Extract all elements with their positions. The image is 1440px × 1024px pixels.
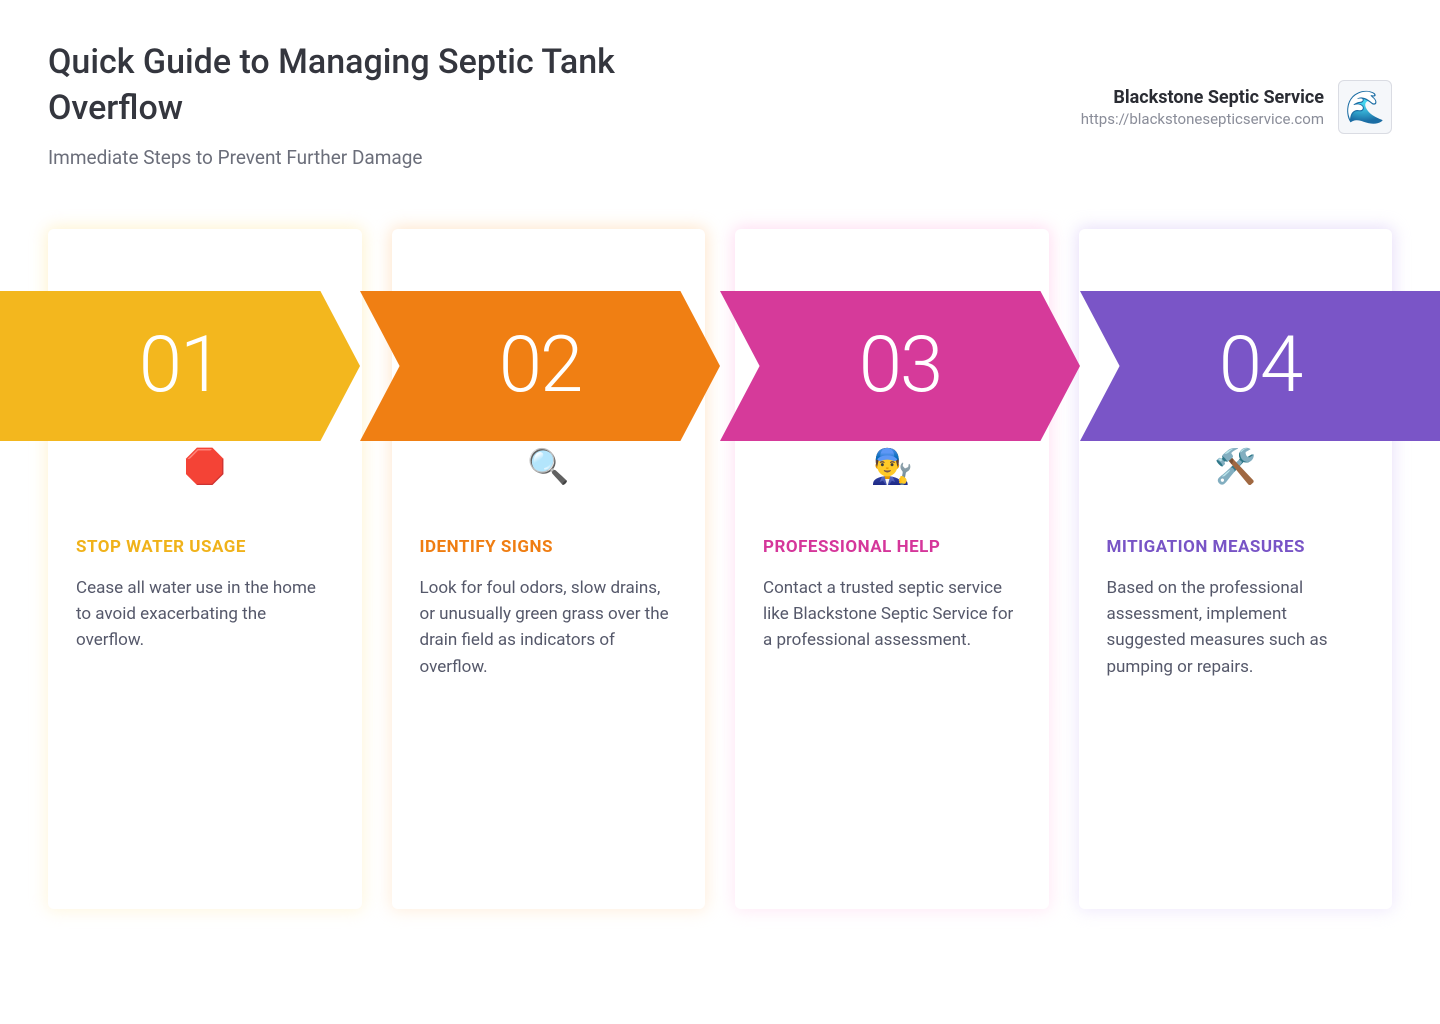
arrow-step-4: 04 xyxy=(1080,291,1440,441)
step-title: IDENTIFY SIGNS xyxy=(420,537,678,557)
step-number: 01 xyxy=(139,320,222,411)
arrow-step-2: 02 xyxy=(360,291,720,441)
wave-icon: 🌊 xyxy=(1338,80,1392,134)
step-title: PROFESSIONAL HELP xyxy=(763,537,1021,557)
arrow-step-1: 01 xyxy=(0,291,360,441)
step-description: Look for foul odors, slow drains, or unu… xyxy=(420,575,678,680)
brand-name: Blackstone Septic Service xyxy=(1081,87,1324,108)
step-title: STOP WATER USAGE xyxy=(76,537,334,557)
step-icon: 🔍 xyxy=(527,447,569,487)
header-right: Blackstone Septic Service https://blacks… xyxy=(1081,80,1392,134)
step-description: Based on the professional assessment, im… xyxy=(1107,575,1365,680)
step-description: Cease all water use in the home to avoid… xyxy=(76,575,334,654)
page-title: Quick Guide to Managing Septic Tank Over… xyxy=(48,40,648,132)
header: Quick Guide to Managing Septic Tank Over… xyxy=(48,40,1392,169)
brand-url: https://blackstonesepticservice.com xyxy=(1081,110,1324,128)
step-number: 04 xyxy=(1219,320,1302,411)
step-description: Contact a trusted septic service like Bl… xyxy=(763,575,1021,654)
step-icon: 🛑 xyxy=(184,447,226,487)
page-subtitle: Immediate Steps to Prevent Further Damag… xyxy=(48,146,648,169)
step-number: 02 xyxy=(499,320,582,411)
brand-text: Blackstone Septic Service https://blacks… xyxy=(1081,87,1324,128)
header-left: Quick Guide to Managing Septic Tank Over… xyxy=(48,40,648,169)
arrow-band: 01 02 03 04 xyxy=(0,291,1440,441)
step-icon: 👨‍🔧 xyxy=(871,447,913,487)
arrow-step-3: 03 xyxy=(720,291,1080,441)
step-icon: 🛠️ xyxy=(1214,447,1256,487)
step-title: MITIGATION MEASURES xyxy=(1107,537,1365,557)
steps-container: 01 02 03 04 🛑 STOP WATER USAGE Cease all wate… xyxy=(48,229,1392,909)
step-number: 03 xyxy=(859,320,942,411)
